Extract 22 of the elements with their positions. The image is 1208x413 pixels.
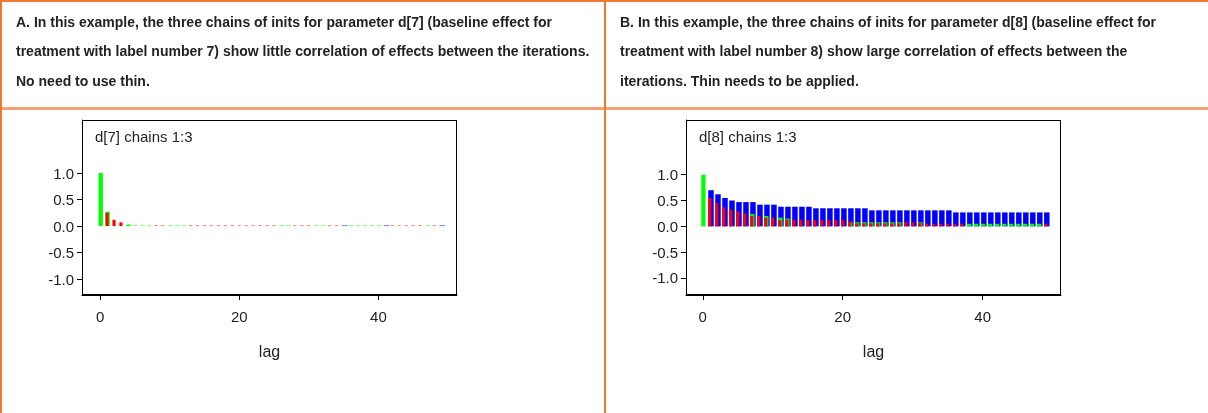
y-tick-label: 1.0: [657, 166, 678, 184]
y-tick-label: 0.0: [657, 217, 678, 235]
x-tick-label: 20: [230, 308, 248, 325]
y-tick-label: 1.0: [53, 164, 74, 182]
y-tick-label: -1.0: [652, 269, 678, 287]
y-tick-label: -1.0: [48, 270, 74, 288]
y-tick-label: -0.5: [48, 244, 74, 262]
x-tick-label: 40: [370, 308, 387, 325]
x-tick-label: 40: [974, 308, 991, 325]
x-tick-label: 0: [698, 308, 707, 325]
y-tick-label: -0.5: [652, 243, 678, 261]
y-tick-label: 0.5: [53, 191, 74, 209]
y-tick-label: 0.0: [53, 217, 74, 235]
text: B. In this example, the three chains of inits for parameter d[8] (baseline effect for treatment with label number 8) show large correlation of effects between the iterations. Thin needs to be applied.: [620, 13, 1157, 91]
y-tick-label: 0.5: [657, 192, 678, 210]
x-axis-title: lag: [862, 342, 885, 360]
x-tick-label: 20: [834, 308, 852, 325]
text: d[8] chains 1:3: [699, 128, 797, 145]
text: d[7] chains 1:3: [95, 128, 193, 145]
x-tick-label: 0: [95, 308, 105, 325]
x-axis-title: lag: [258, 342, 281, 360]
text: A. In this example, the three chains of inits for parameter d[7] (baseline effect for treatment with label number 7) show little correlation of effects between the iterations. No need to use thin.: [16, 13, 590, 91]
